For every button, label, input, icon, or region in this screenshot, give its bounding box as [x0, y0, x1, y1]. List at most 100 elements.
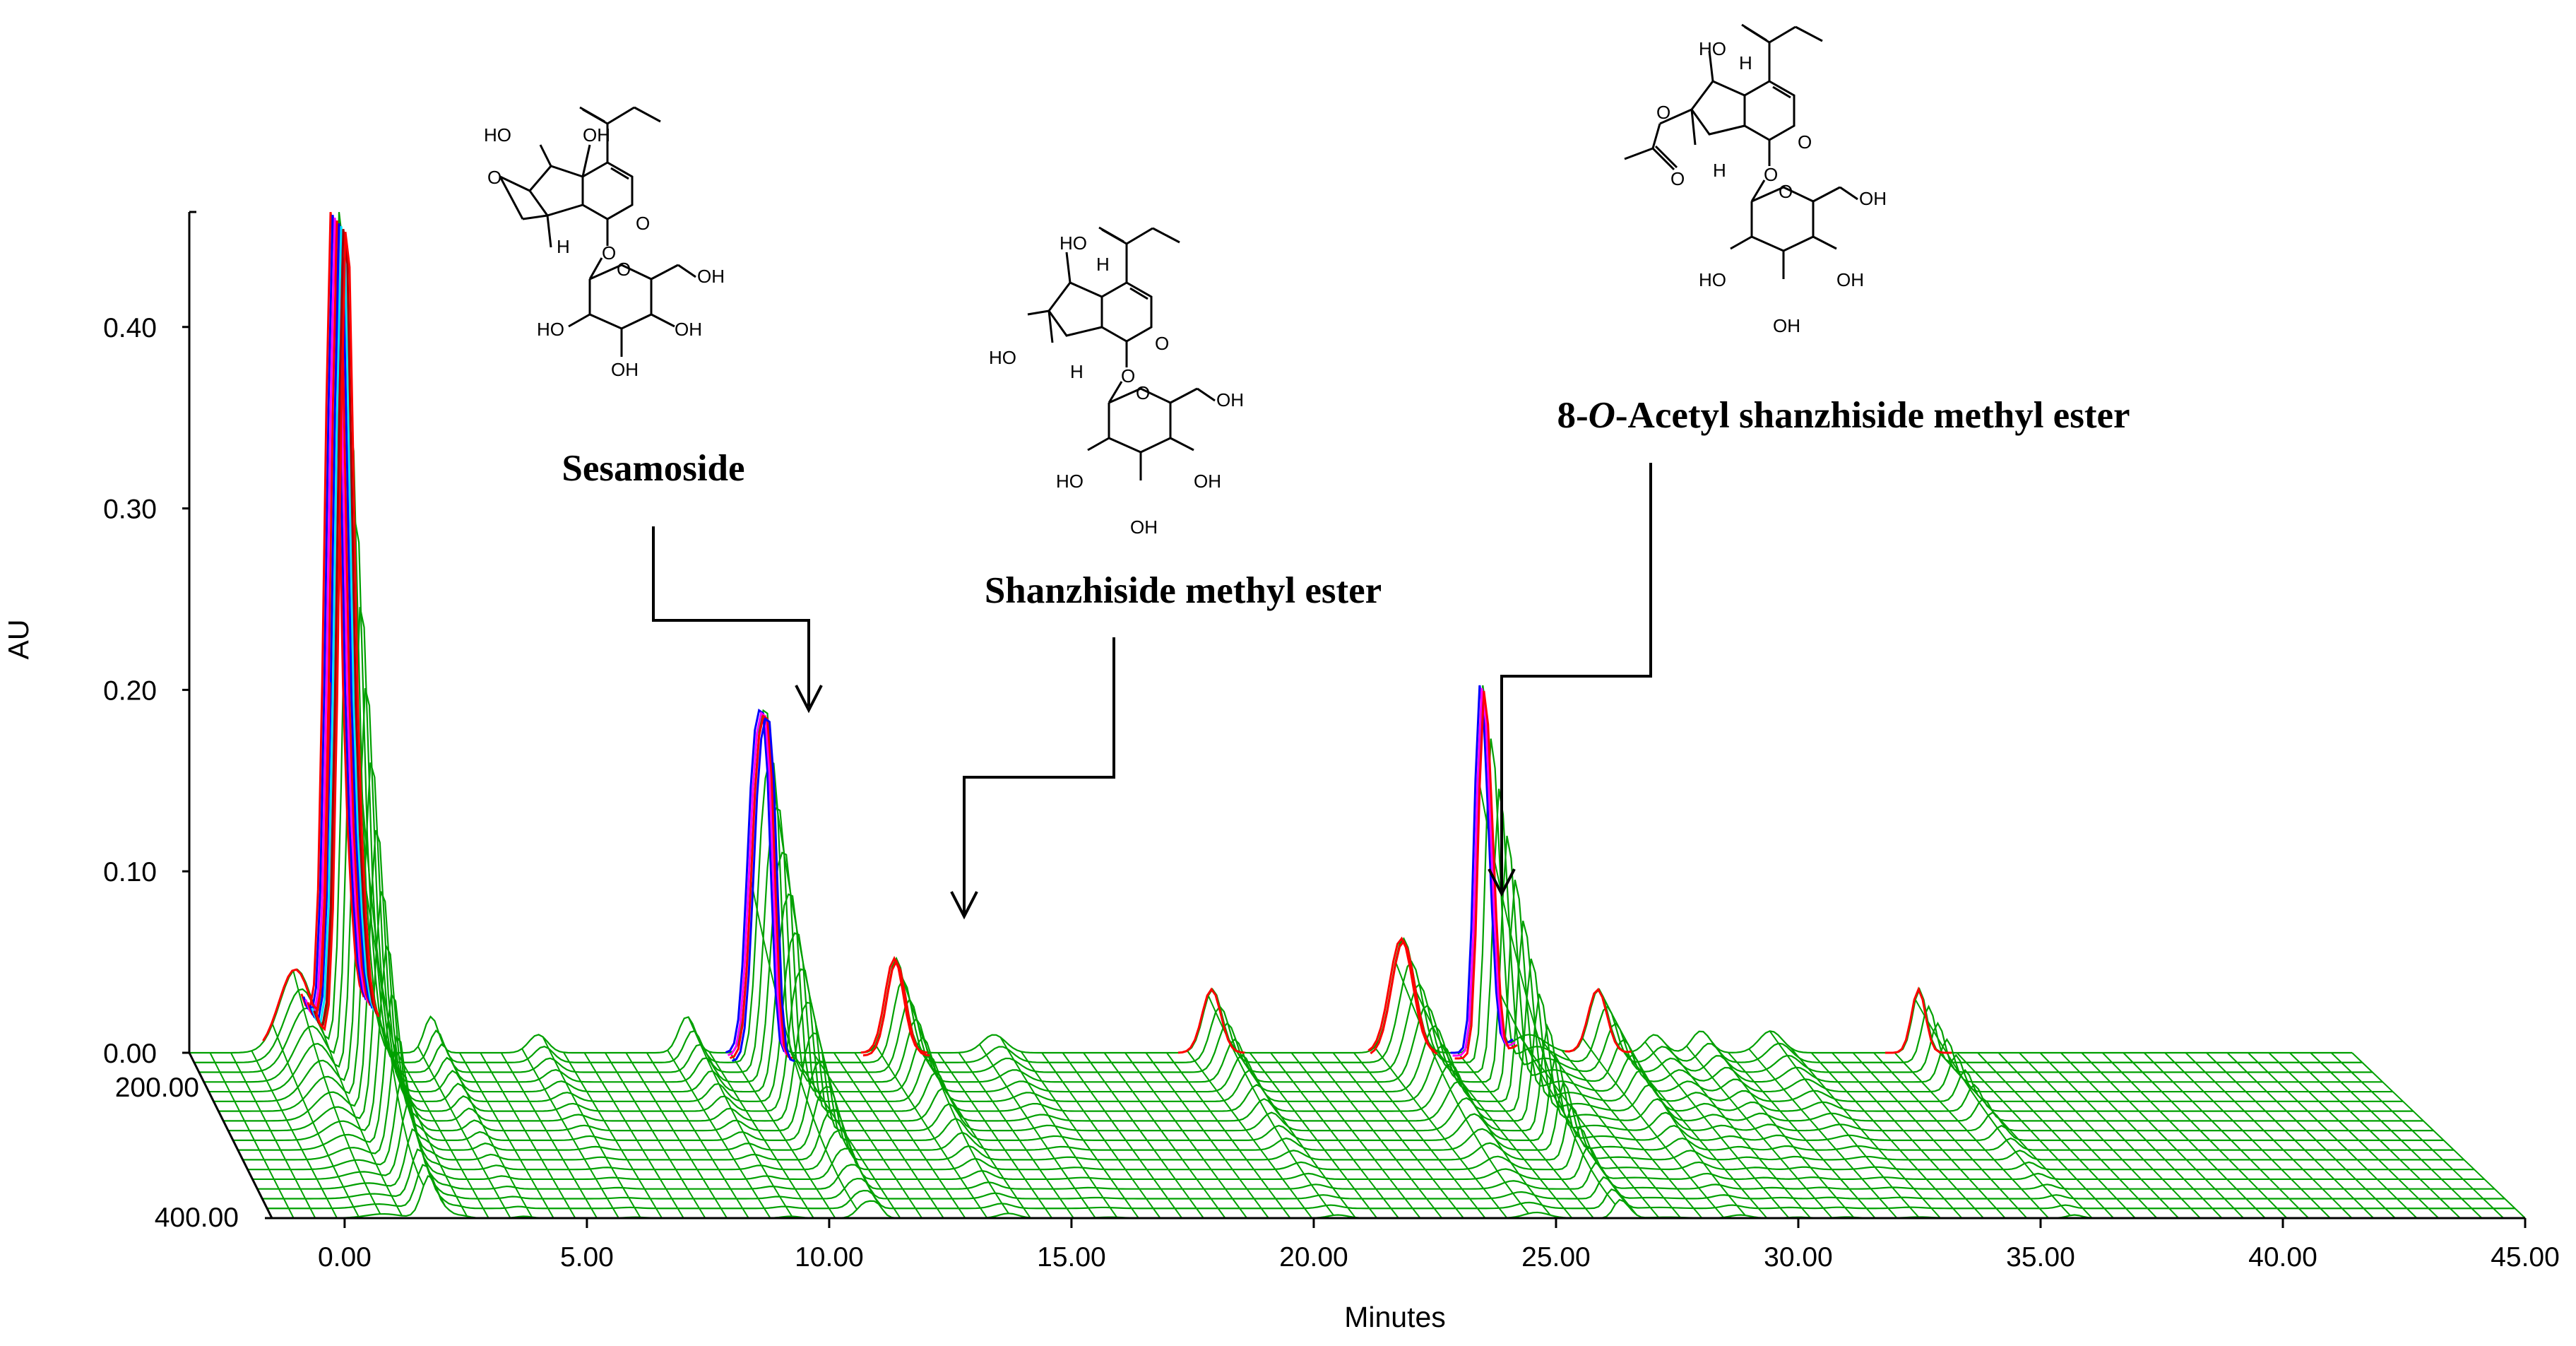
- mesh-cross-line: [687, 1016, 793, 1217]
- mesh-cross-line: [1145, 1052, 1269, 1219]
- mesh-cross-line: [1374, 1046, 1508, 1219]
- mesh-cross-line: [292, 970, 381, 1215]
- x-tick-label: 10.00: [795, 1242, 864, 1273]
- mol2-ho-3: HO: [1056, 471, 1084, 492]
- mol1-ho-1: HO: [484, 124, 511, 146]
- spectrum-line: [232, 943, 2444, 1141]
- mol2-ho-2: HO: [989, 347, 1016, 368]
- x-tick-label: 25.00: [1521, 1242, 1591, 1273]
- x-tick-label: 5.00: [560, 1242, 614, 1273]
- peak-highlight: [725, 708, 789, 1054]
- z-tick-label-400: 400.00: [155, 1203, 239, 1233]
- mesh-cross-line: [1873, 1052, 2028, 1219]
- mesh-cross-line: [2039, 1052, 2201, 1219]
- mesh-cross-line: [708, 1051, 814, 1219]
- mesh-cross-line: [1707, 1035, 1854, 1218]
- mol3-oh-3: OH: [1836, 269, 1864, 290]
- spectrum-line: [247, 1071, 2474, 1171]
- mol2-o-pyran: O: [1155, 333, 1169, 354]
- peak-highlight: [1454, 690, 1518, 1060]
- mol2-o-link: O: [1121, 365, 1135, 386]
- mesh-cross-line: [2019, 1052, 2179, 1219]
- mesh-cross-line: [1810, 1052, 1963, 1219]
- arrowhead-sesamoside: [795, 685, 823, 714]
- mesh-cross-line: [1581, 1037, 1724, 1218]
- y-tick-label: 0.40: [103, 313, 157, 343]
- mesh-cross-line: [1353, 1052, 1486, 1219]
- annotation-arrows: [652, 463, 1652, 920]
- spectrum-line: [218, 762, 2414, 1112]
- mesh-cross-line: [1103, 1052, 1226, 1219]
- mesh-cross-line: [1748, 1048, 1898, 1219]
- mesh-cross-line: [646, 1052, 749, 1219]
- mesh-cross-line: [1977, 1052, 2136, 1219]
- z-axis: 200.00 400.00: [115, 1051, 273, 1233]
- mesh-cross-line: [1165, 1052, 1291, 1219]
- mol1-o-pyran: O: [636, 213, 650, 234]
- mol3-o-ester: O: [1656, 102, 1670, 123]
- peak-highlight: [315, 232, 380, 1032]
- mesh-cross-line: [749, 879, 858, 1210]
- mesh-cross-line: [480, 1052, 576, 1219]
- mol2-oh-1: OH: [1216, 389, 1244, 411]
- mol1-o-link: O: [602, 242, 616, 264]
- mol3-o-link: O: [1764, 164, 1778, 185]
- arrowhead-shanzhiside: [950, 891, 978, 920]
- peak-highlight: [862, 958, 930, 1057]
- mol3-o-carbonyl: O: [1670, 168, 1685, 189]
- spectrum-line: [198, 423, 2373, 1073]
- spectrum-line: [223, 830, 2423, 1122]
- mesh-cross-line: [1727, 1051, 1876, 1219]
- mesh-cross-line: [1436, 1051, 1573, 1219]
- mesh-cross-line: [1332, 1052, 1464, 1219]
- peak-highlight: [1884, 986, 1952, 1054]
- z-axis-line: [188, 1052, 273, 1219]
- mol2-ho-1: HO: [1060, 232, 1087, 254]
- y-axis-title: AU: [2, 620, 35, 660]
- mesh-cross-line: [896, 958, 1009, 1214]
- y-axis: 0.00 0.10 0.20 0.30 0.40 AU: [2, 211, 196, 1069]
- mesh-cross-line: [625, 1052, 728, 1219]
- mesh-cross-line: [1394, 961, 1529, 1215]
- mesh-cross-line: [1540, 1039, 1681, 1218]
- mesh-cross-line: [604, 1052, 706, 1219]
- mesh-cross-line: [2101, 1052, 2266, 1219]
- mesh-cross-line: [2123, 1052, 2288, 1219]
- mol2-oh-3: OH: [1194, 471, 1221, 492]
- mol3-ho-2: HO: [1699, 269, 1726, 290]
- peak-highlight: [1370, 939, 1438, 1055]
- x-tick-label: 0.00: [318, 1242, 372, 1273]
- mesh-cross-line: [1769, 1030, 1919, 1218]
- mesh-cross-line: [521, 1048, 619, 1219]
- label-suffix: -Acetyl shanzhiside methyl ester: [1615, 395, 2130, 436]
- mesh-cross-line: [209, 1052, 295, 1219]
- z-tick-label-200: 200.00: [115, 1073, 199, 1103]
- mesh-cross-line: [958, 1052, 1074, 1219]
- mol3-oh-2: OH: [1773, 315, 1800, 336]
- mesh-cross-line: [542, 1036, 641, 1218]
- spectrum-line: [194, 321, 2363, 1063]
- mesh-cross-line: [1249, 1052, 1378, 1219]
- mesh-cross-line: [1956, 1052, 2114, 1219]
- mesh-cross-line: [1312, 1052, 1443, 1219]
- mesh-cross-line: [978, 1044, 1096, 1218]
- mesh-cross-line: [271, 1024, 360, 1217]
- peak-highlight: [731, 716, 795, 1063]
- x-tick-label: 35.00: [2006, 1242, 2075, 1273]
- mol1-h: H: [557, 236, 570, 257]
- mol3-ho-1: HO: [1699, 38, 1726, 59]
- x-tick-label: 15.00: [1037, 1242, 1106, 1273]
- mesh-cross-line: [1290, 1052, 1421, 1219]
- spectrum-line: [267, 1164, 2515, 1210]
- mesh-cross-line: [2310, 1052, 2483, 1219]
- mesh-cross-line: [458, 1052, 554, 1219]
- x-axis: 0.00 5.00 10.00 15.00 20.00 25.00 30.00 35.00 40…: [272, 1217, 2560, 1333]
- structure-shanzhiside-methyl-ester: HO H HO H O O O OH HO OH OH: [989, 226, 1244, 538]
- mesh-cross-line: [396, 1052, 489, 1219]
- mesh-cross-line: [1519, 1037, 1659, 1218]
- label-8-o-acetyl-shanzhiside-methyl-ester: 8-O-Acetyl shanzhiside methyl ester: [1557, 395, 2130, 436]
- mesh-cross-line: [999, 1037, 1118, 1218]
- mesh-cross-line: [1686, 1045, 1833, 1219]
- peak-highlight: [262, 682, 331, 1041]
